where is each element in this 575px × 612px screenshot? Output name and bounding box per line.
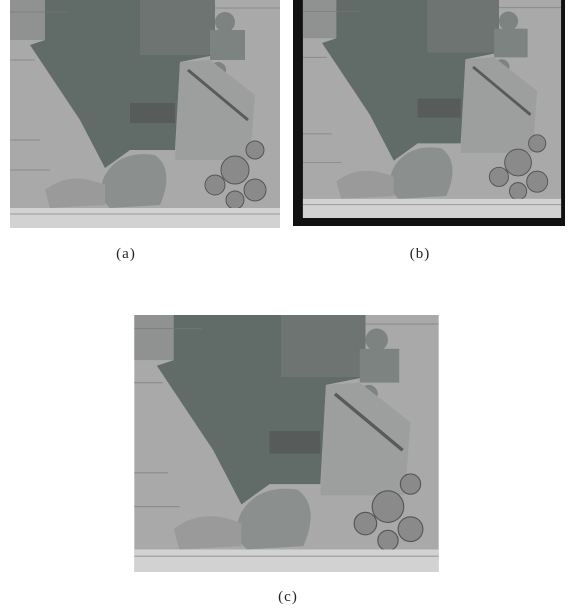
panel-image-a: [10, 0, 280, 228]
figure: (a) (b) (c): [0, 0, 575, 612]
panel-image-c: [133, 315, 440, 572]
panel-label: (c): [258, 589, 318, 606]
panel-image-b: [293, 0, 565, 226]
panel-label: (a): [96, 246, 156, 263]
panel-label: (b): [390, 246, 450, 263]
